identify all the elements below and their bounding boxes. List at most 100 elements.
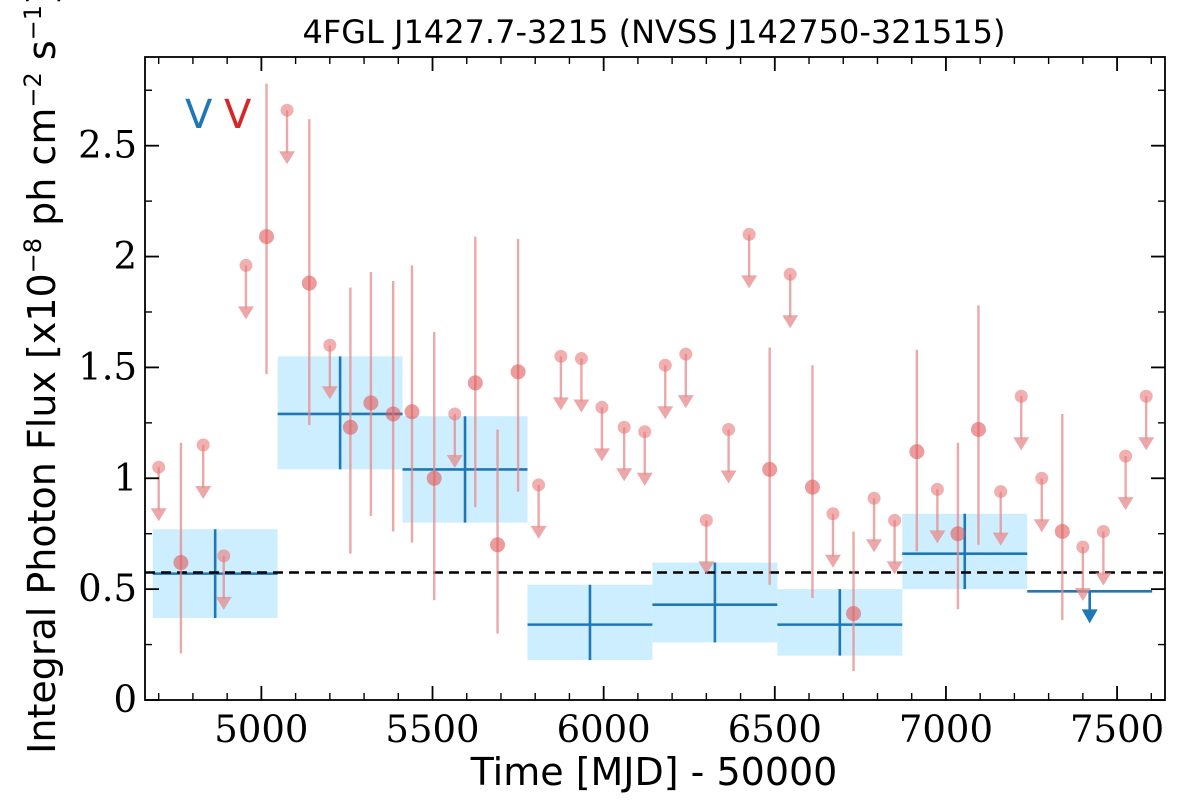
point-ul-23: [638, 425, 652, 439]
point-1: [173, 555, 189, 571]
point-ul-47: [1139, 389, 1153, 403]
point-36: [909, 444, 925, 460]
point-39: [970, 421, 986, 437]
point-13: [426, 470, 442, 486]
point-ul-30: [783, 267, 797, 281]
point-ul-arrow-6: [279, 151, 296, 165]
point-ul-20: [574, 352, 588, 366]
point-ul-2: [196, 438, 210, 452]
point-ul-arrow-32: [824, 554, 841, 568]
point-ul-arrow-4: [237, 306, 254, 320]
wide-bin-ul-arrow-7: [1081, 609, 1098, 624]
point-38: [950, 526, 966, 542]
point-ul-arrow-21: [593, 448, 610, 462]
point-ul-arrow-24: [657, 406, 674, 420]
point-ul-arrow-41: [1013, 437, 1030, 451]
plot-frame: [144, 56, 1166, 701]
point-ul-40: [994, 485, 1008, 499]
wide-bins-layer: [152, 356, 1153, 661]
point-ul-45: [1096, 524, 1110, 538]
point-17: [510, 364, 526, 380]
point-ul-18: [532, 478, 546, 492]
y-axis-label-text: Integral Photon Flux [x10: [20, 273, 64, 754]
point-ul-arrow-25: [677, 395, 694, 409]
x-tick-label-4: 7000: [899, 708, 993, 751]
point-ul-arrow-40: [992, 532, 1009, 546]
point-ul-arrow-19: [552, 397, 569, 411]
point-ul-arrow-37: [929, 530, 946, 544]
point-ul-46: [1119, 449, 1133, 463]
narrow-bins-layer: [150, 83, 1155, 672]
y-axis-label-exponent-s: −1: [19, 5, 47, 40]
point-ul-arrow-18: [530, 525, 547, 539]
y-axis-label-unit-cm: ph cm: [20, 108, 64, 238]
point-5: [259, 229, 275, 245]
y-axis-label-exponent-cm: −2: [19, 72, 47, 107]
point-ul-arrow-22: [616, 468, 633, 482]
point-ul-32: [826, 507, 840, 521]
point-ul-22: [617, 420, 631, 434]
point-ul-arrow-23: [636, 472, 653, 486]
point-ul-24: [658, 358, 672, 372]
point-ul-34: [867, 491, 881, 505]
point-11: [385, 406, 401, 422]
point-ul-arrow-14: [446, 454, 463, 468]
point-ul-6: [280, 103, 294, 117]
point-9: [342, 419, 358, 435]
point-ul-19: [554, 349, 568, 363]
y-axis-label-unit-s: s: [20, 40, 64, 72]
x-tick-label-5: 7500: [1070, 708, 1164, 751]
y-axis-label-close: ]: [20, 0, 64, 5]
x-tick-label-1: 5500: [385, 708, 479, 751]
x-axis-label: Time [MJD] - 50000: [470, 750, 838, 794]
point-ul-arrow-45: [1095, 572, 1112, 586]
point-31: [804, 479, 820, 495]
point-12: [404, 404, 420, 420]
point-ul-arrow-0: [150, 508, 167, 522]
y-tick-label-2: 1: [113, 456, 137, 499]
point-ul-14: [448, 407, 462, 421]
point-16: [490, 537, 506, 553]
y-tick-label-1: 0.5: [78, 567, 137, 610]
point-ul-21: [595, 400, 609, 414]
point-ul-arrow-35: [886, 561, 903, 575]
y-tick-label-3: 1.5: [78, 345, 137, 388]
point-29: [762, 461, 778, 477]
point-ul-28: [742, 227, 756, 241]
y-tick-label-4: 2: [113, 235, 137, 278]
point-ul-26: [699, 513, 713, 527]
point-ul-35: [888, 513, 902, 527]
point-ul-25: [679, 347, 693, 361]
y-tick-label-0: 0: [113, 678, 137, 721]
point-ul-arrow-3: [215, 596, 232, 610]
point-15: [467, 375, 483, 391]
point-ul-arrow-30: [782, 315, 799, 329]
point-ul-3: [217, 549, 231, 563]
point-ul-arrow-2: [195, 486, 212, 500]
axis-ticks: 5000 5500 6000 6500 7000 7500 0 0.5 1 1.5 2 2.5: [78, 57, 1165, 751]
y-axis-label-exponent: −8: [19, 238, 47, 273]
point-ul-arrow-47: [1138, 437, 1155, 451]
chart-title: 4FGL J1427.7-3215 (NVSS J142750-321515): [302, 13, 1005, 51]
point-ul-41: [1014, 389, 1028, 403]
point-ul-4: [239, 258, 253, 272]
point-ul-44: [1076, 540, 1090, 554]
point-ul-arrow-42: [1033, 519, 1050, 533]
point-ul-arrow-28: [741, 275, 758, 289]
legend-marker-wide-bins: V: [185, 92, 213, 138]
point-ul-42: [1035, 471, 1049, 485]
point-10: [363, 395, 379, 411]
point-33: [846, 606, 862, 622]
point-ul-arrow-34: [866, 539, 883, 553]
point-ul-arrow-8: [321, 386, 338, 400]
point-ul-arrow-27: [720, 470, 737, 484]
x-tick-label-3: 6500: [728, 708, 822, 751]
point-ul-arrow-26: [698, 561, 715, 575]
point-43: [1054, 523, 1070, 539]
y-tick-label-5: 2.5: [78, 124, 137, 167]
y-axis-label: Integral Photon Flux [x10−8 ph cm−2 s−1]: [19, 0, 64, 754]
point-ul-0: [152, 460, 166, 474]
point-7: [301, 275, 317, 291]
point-ul-8: [323, 338, 337, 352]
